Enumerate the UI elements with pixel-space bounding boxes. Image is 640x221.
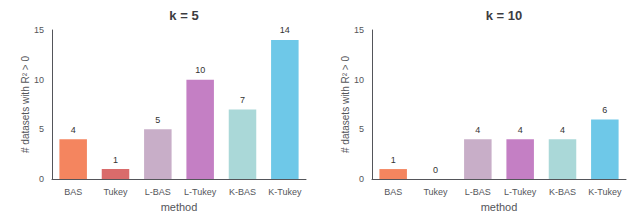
svg-text:5: 5 bbox=[39, 124, 44, 134]
svg-text:K-Tukey: K-Tukey bbox=[268, 187, 302, 197]
svg-text:BAS: BAS bbox=[64, 187, 82, 197]
svg-text:L-Tukey: L-Tukey bbox=[504, 187, 537, 197]
svg-text:0: 0 bbox=[359, 174, 364, 184]
svg-text:5: 5 bbox=[359, 124, 364, 134]
svg-text:Tukey: Tukey bbox=[423, 187, 448, 197]
svg-text:0: 0 bbox=[39, 174, 44, 184]
svg-text:BAS: BAS bbox=[384, 187, 402, 197]
svg-text:1: 1 bbox=[113, 155, 118, 165]
svg-text:L-BAS: L-BAS bbox=[145, 187, 171, 197]
svg-text:# datasets with R² > 0: # datasets with R² > 0 bbox=[340, 56, 351, 153]
svg-text:10: 10 bbox=[34, 75, 44, 85]
svg-text:# datasets with R² > 0: # datasets with R² > 0 bbox=[20, 56, 31, 153]
svg-text:4: 4 bbox=[475, 125, 480, 135]
svg-text:method: method bbox=[161, 201, 198, 213]
svg-text:1: 1 bbox=[391, 155, 396, 165]
svg-text:15: 15 bbox=[34, 25, 44, 35]
svg-text:K-Tukey: K-Tukey bbox=[588, 187, 622, 197]
svg-text:4: 4 bbox=[560, 125, 565, 135]
svg-text:10: 10 bbox=[195, 65, 205, 75]
svg-text:K-BAS: K-BAS bbox=[229, 187, 256, 197]
svg-text:method: method bbox=[481, 201, 518, 213]
svg-text:5: 5 bbox=[155, 115, 160, 125]
svg-text:k = 10: k = 10 bbox=[486, 8, 523, 23]
svg-text:10: 10 bbox=[354, 75, 364, 85]
svg-text:0: 0 bbox=[433, 165, 438, 175]
svg-text:Tukey: Tukey bbox=[103, 187, 128, 197]
svg-text:15: 15 bbox=[354, 25, 364, 35]
svg-text:14: 14 bbox=[280, 25, 290, 35]
svg-text:K-BAS: K-BAS bbox=[549, 187, 576, 197]
svg-text:7: 7 bbox=[240, 95, 245, 105]
svg-text:k = 5: k = 5 bbox=[169, 8, 198, 23]
svg-text:4: 4 bbox=[518, 125, 523, 135]
svg-text:L-Tukey: L-Tukey bbox=[184, 187, 217, 197]
svg-text:L-BAS: L-BAS bbox=[465, 187, 491, 197]
svg-text:4: 4 bbox=[71, 125, 76, 135]
svg-text:6: 6 bbox=[602, 105, 607, 115]
